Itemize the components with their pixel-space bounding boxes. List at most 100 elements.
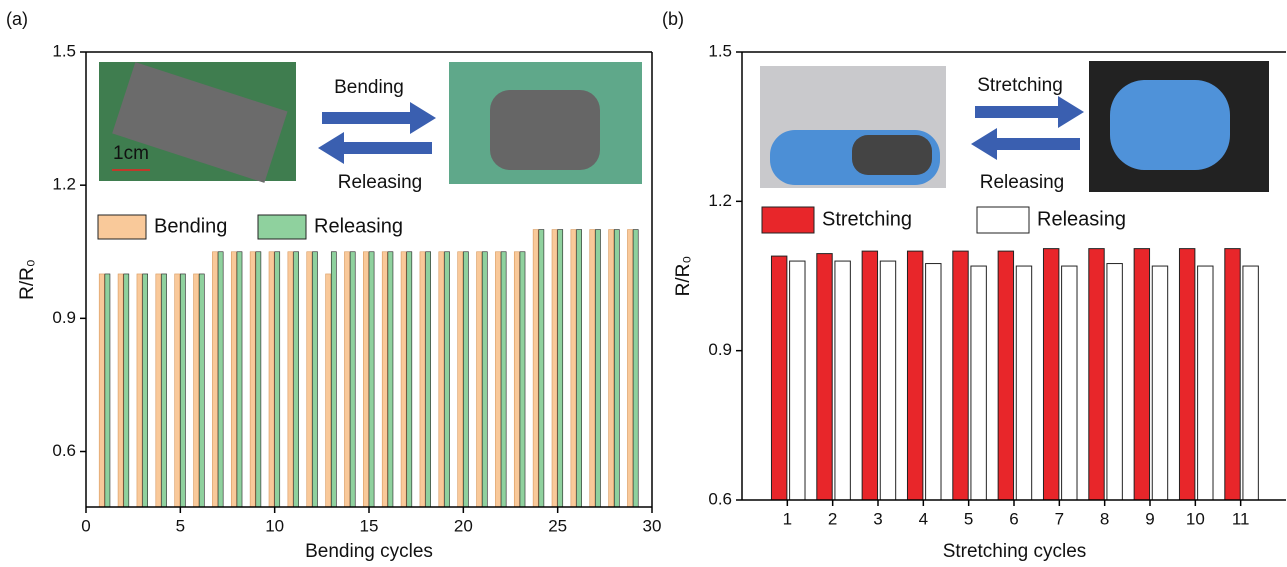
bar: [862, 251, 877, 500]
bar: [326, 274, 331, 507]
bar: [344, 252, 349, 507]
bar: [1016, 266, 1031, 500]
x-tick-label: 4: [919, 509, 928, 528]
x-tick-label: 5: [964, 509, 973, 528]
annotation: Bending: [334, 77, 404, 98]
bar: [1043, 249, 1058, 500]
bar: [817, 254, 832, 500]
x-tick-label: 1: [783, 509, 792, 528]
bar: [609, 230, 614, 507]
bar: [998, 251, 1013, 500]
bar: [533, 230, 538, 507]
bar: [143, 274, 148, 507]
bar: [307, 252, 312, 507]
bar: [269, 252, 274, 507]
bar: [439, 252, 444, 507]
annotation: Releasing: [980, 172, 1065, 193]
bar: [571, 230, 576, 507]
x-tick-label: 9: [1145, 509, 1154, 528]
legend-swatch: [762, 207, 814, 233]
bar: [161, 274, 166, 507]
bar: [1179, 249, 1194, 500]
legend-swatch: [258, 215, 306, 239]
x-tick-label: 3: [873, 509, 882, 528]
x-tick-label: 25: [548, 516, 567, 535]
photo-sample: [490, 90, 600, 170]
bar: [369, 252, 374, 507]
panel-label: (b): [662, 9, 684, 29]
bar: [212, 252, 217, 507]
figure: Bending Releasing 1cm Stretching Releasi…: [0, 0, 1287, 567]
bar: [401, 252, 406, 507]
bar: [971, 266, 986, 500]
bar: [1062, 266, 1077, 500]
x-tick-label: 20: [454, 516, 473, 535]
x-axis-label: Stretching cycles: [943, 541, 1087, 562]
y-tick-label: 0.6: [52, 441, 76, 460]
bar: [771, 256, 786, 500]
annotation: Releasing: [338, 172, 423, 193]
bar: [1089, 249, 1104, 500]
bar: [312, 252, 317, 507]
bar: [137, 274, 142, 507]
bar: [194, 274, 199, 507]
x-tick-label: 15: [360, 516, 379, 535]
legend-label: Bending: [154, 215, 227, 237]
arrows: [318, 96, 1084, 164]
bar: [558, 230, 563, 507]
bar: [595, 230, 600, 507]
bar: [294, 252, 299, 507]
bar: [463, 252, 468, 507]
y-tick-label: 0.6: [708, 489, 732, 508]
bar: [331, 252, 336, 507]
bar: [99, 274, 104, 507]
bar: [444, 252, 449, 507]
bar: [880, 261, 895, 500]
bar: [1134, 249, 1149, 500]
bar: [1225, 249, 1240, 500]
x-axis-label: Bending cycles: [305, 541, 433, 562]
bar: [590, 230, 595, 507]
panel-label: (a): [6, 9, 28, 29]
bar: [790, 261, 805, 500]
bar: [614, 230, 619, 507]
y-tick-label: 1.5: [708, 41, 732, 60]
x-tick-label: 2: [828, 509, 837, 528]
y-tick-label: 1.2: [52, 175, 76, 194]
bar: [199, 274, 204, 507]
bar: [175, 274, 180, 507]
legend-swatch: [98, 215, 146, 239]
bar: [237, 252, 242, 507]
y-tick-label: 1.5: [52, 41, 76, 60]
legend-label: Stretching: [822, 208, 912, 230]
bar: [256, 252, 261, 507]
bar: [633, 230, 638, 507]
bar: [231, 252, 236, 507]
x-tick-label: 5: [176, 516, 185, 535]
bar: [250, 252, 255, 507]
x-tick-label: 10: [265, 516, 284, 535]
bar: [514, 252, 519, 507]
bar: [907, 251, 922, 500]
bar: [577, 230, 582, 507]
x-tick-label: 11: [1232, 509, 1250, 528]
legend-swatch: [977, 207, 1029, 233]
bar: [458, 252, 463, 507]
bar: [288, 252, 293, 507]
y-tick-label: 1.2: [708, 191, 732, 210]
bar: [926, 264, 941, 500]
x-tick-label: 0: [81, 516, 90, 535]
bar: [1152, 266, 1167, 500]
bar: [382, 252, 387, 507]
bar: [1243, 266, 1258, 500]
bar: [539, 230, 544, 507]
bar: [156, 274, 161, 507]
bar: [482, 252, 487, 507]
bar: [627, 230, 632, 507]
bar: [350, 252, 355, 507]
bar: [105, 274, 110, 507]
bar: [363, 252, 368, 507]
x-tick-label: 7: [1055, 509, 1064, 528]
bar: [388, 252, 393, 507]
x-tick-label: 30: [643, 516, 662, 535]
